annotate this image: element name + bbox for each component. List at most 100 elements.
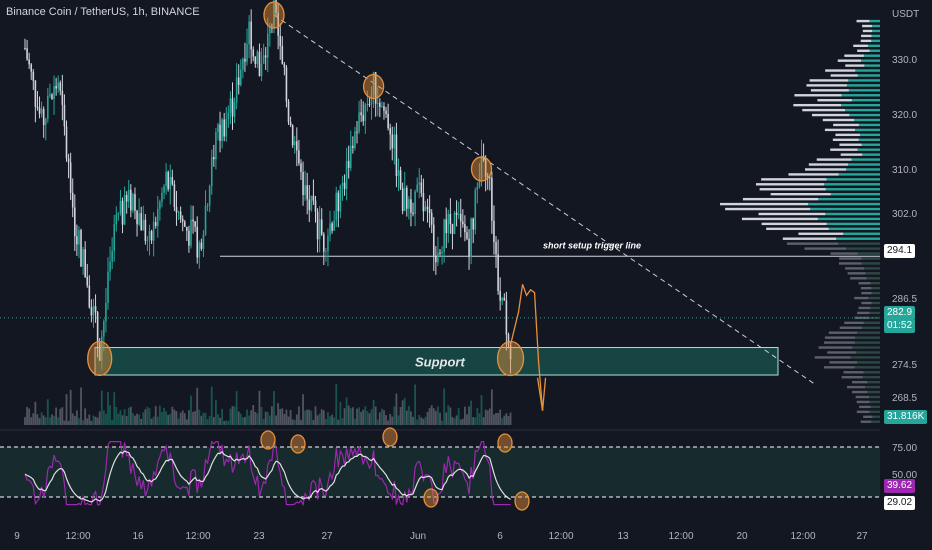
volume-bar <box>262 418 265 425</box>
candle-body <box>140 213 142 231</box>
volume-bar <box>441 420 443 425</box>
volume-bar <box>146 406 149 425</box>
candle-body <box>38 107 41 114</box>
volume-bar <box>385 415 387 425</box>
candle-body <box>105 302 107 322</box>
candle-body <box>424 206 427 212</box>
volume-bar <box>293 419 296 425</box>
volume-bar <box>241 417 244 425</box>
volume-bar <box>320 409 323 425</box>
profile-bar-sell <box>802 108 846 112</box>
candle-body <box>240 69 242 85</box>
candle-body <box>86 276 89 286</box>
profile-bar-buy <box>871 301 880 305</box>
volume-bar <box>484 409 487 425</box>
volume-bar <box>401 400 404 425</box>
time-tick-label: 12:00 <box>790 531 815 542</box>
volume-bar <box>233 406 236 425</box>
volume-bar <box>277 403 280 425</box>
volume-bar <box>192 411 194 425</box>
candle-body <box>391 134 394 149</box>
support-zone <box>94 347 779 376</box>
volume-bar <box>185 419 188 425</box>
candle-body <box>78 230 80 245</box>
candle-body <box>354 131 356 148</box>
volume-bar <box>480 395 483 425</box>
candle-body <box>296 141 298 151</box>
candle-body <box>493 220 495 243</box>
candle-body <box>252 49 255 57</box>
volume-bar <box>84 408 87 425</box>
volume-bar <box>194 411 197 425</box>
profile-bar-buy <box>867 390 880 394</box>
volume-profile <box>720 19 880 423</box>
candle-body <box>98 343 101 361</box>
candle-body <box>426 206 429 210</box>
profile-bar-sell <box>857 49 870 52</box>
candle-body <box>100 336 103 361</box>
volume-bar <box>49 417 51 425</box>
candle-body <box>503 297 506 301</box>
volume-bar <box>478 413 481 425</box>
profile-bar-sell <box>788 173 839 176</box>
volume-bar <box>57 417 60 425</box>
volume-bar <box>308 409 311 425</box>
profile-bar-sell <box>853 44 868 48</box>
volume-bar <box>210 386 213 425</box>
candle-body <box>509 345 512 360</box>
candle-body <box>67 158 70 163</box>
candle-body <box>327 235 329 252</box>
volume-bar <box>225 420 228 425</box>
profile-bar-sell <box>761 222 827 226</box>
volume-bar <box>368 413 371 425</box>
candle-body <box>443 219 445 252</box>
profile-bar-buy <box>865 385 880 389</box>
candle-body <box>84 249 86 277</box>
volume-bar <box>356 408 358 425</box>
volume-bar <box>142 412 145 425</box>
candle-body <box>364 104 367 121</box>
profile-bar-sell <box>822 118 855 122</box>
candle-body <box>406 187 408 209</box>
volume-bar <box>78 418 80 425</box>
candle-body <box>293 141 296 146</box>
profile-bar-buy <box>826 222 880 226</box>
profile-bar-buy <box>864 64 880 67</box>
volume-bar <box>59 408 62 425</box>
volume-bar <box>464 406 466 425</box>
volume-bar <box>177 418 180 425</box>
volume-bar <box>501 418 504 425</box>
profile-bar-sell <box>861 291 872 295</box>
candle-body <box>217 124 219 133</box>
profile-bar-buy <box>857 148 880 151</box>
volume-bar <box>250 410 253 425</box>
volume-bar <box>318 413 321 425</box>
candle-body <box>422 193 425 212</box>
volume-bar <box>102 410 105 425</box>
candle-body <box>250 21 252 50</box>
volume-bar <box>239 413 242 425</box>
candle-body <box>237 77 240 85</box>
volume-bar <box>295 414 298 425</box>
volume-bar <box>42 415 45 425</box>
profile-bar-sell <box>839 257 862 260</box>
time-tick-label: 12:00 <box>185 531 210 542</box>
volume-bar <box>32 413 35 425</box>
candle-body <box>235 77 238 103</box>
candle-body <box>132 194 134 211</box>
candle-body <box>32 71 35 81</box>
candle-body <box>196 226 199 258</box>
candle-body <box>435 255 437 263</box>
volume-bar <box>455 415 458 425</box>
volume-bar <box>497 413 499 425</box>
candle-body <box>125 194 128 202</box>
profile-bar-sell <box>808 163 848 166</box>
volume-bar <box>24 417 26 425</box>
profile-bar-sell <box>825 69 856 72</box>
volume-bar <box>136 413 138 425</box>
rsi-marker <box>497 433 513 453</box>
volume-bar <box>476 408 479 425</box>
volume-bar <box>175 411 178 425</box>
candle-body <box>325 251 327 253</box>
